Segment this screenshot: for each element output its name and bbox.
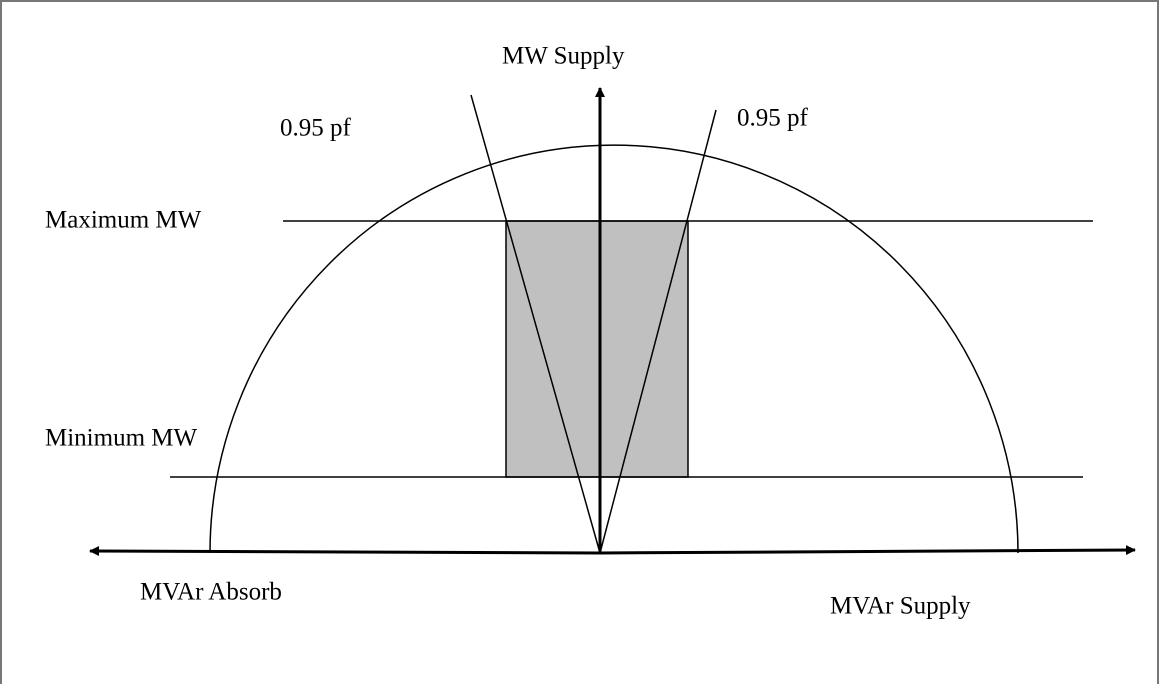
operating-region [505, 220, 689, 478]
y-axis-label: MW Supply [502, 43, 625, 70]
x-left-label: MVAr Absorb [140, 579, 282, 606]
x-axis-left [89, 546, 601, 557]
pf-line-left [470, 94, 601, 554]
min-mw-label: Minimum MW [45, 425, 197, 452]
pf-label: 0.95 pf [737, 105, 809, 132]
pf-line-right [599, 109, 717, 554]
capability-arc [209, 144, 1019, 554]
x-right-label: MVAr Supply [830, 593, 971, 620]
max-mw-label: Maximum MW [45, 207, 202, 234]
pf-label: 0.95 pf [280, 115, 352, 142]
x-axis-right [599, 545, 1136, 556]
